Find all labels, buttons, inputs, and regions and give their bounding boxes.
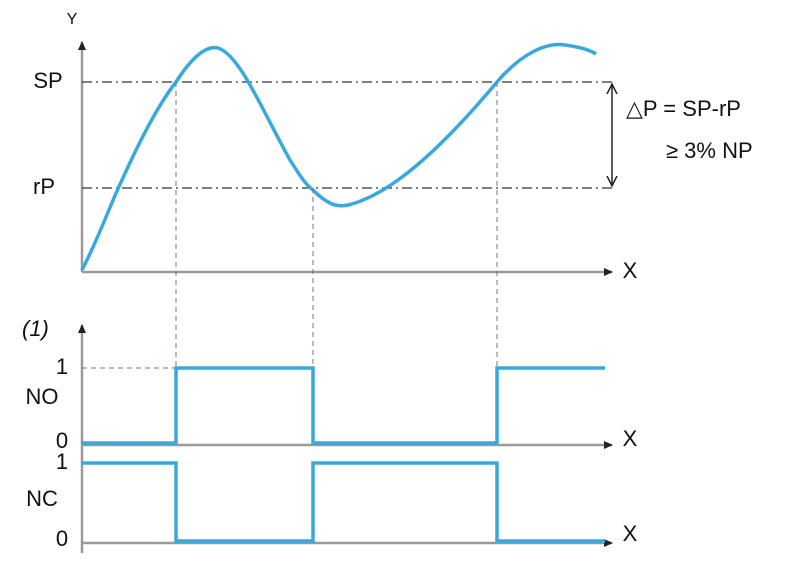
no-signal <box>82 366 605 445</box>
rp-label: rP <box>33 174 55 199</box>
no-x-axis-label: X <box>623 426 638 451</box>
no-high-label: 1 <box>56 354 68 379</box>
no-low-label: 0 <box>56 428 68 453</box>
sp-label: SP <box>33 68 62 93</box>
y-axis-label: Y <box>67 11 78 28</box>
nc-x-axis-label: X <box>623 521 638 546</box>
x-axis-label: X <box>623 258 638 283</box>
nc-low-label: 0 <box>56 526 68 551</box>
delta-annotation: △P = SP-rP <box>626 96 741 121</box>
delta-condition: ≥ 3% NP <box>666 138 753 163</box>
note: (1) <box>22 316 49 341</box>
nc-high-label: 1 <box>56 449 68 474</box>
pressure-curve <box>80 42 597 271</box>
nc-signal <box>82 461 605 543</box>
nc-label: NC <box>26 486 58 511</box>
no-label: NO <box>26 384 59 409</box>
